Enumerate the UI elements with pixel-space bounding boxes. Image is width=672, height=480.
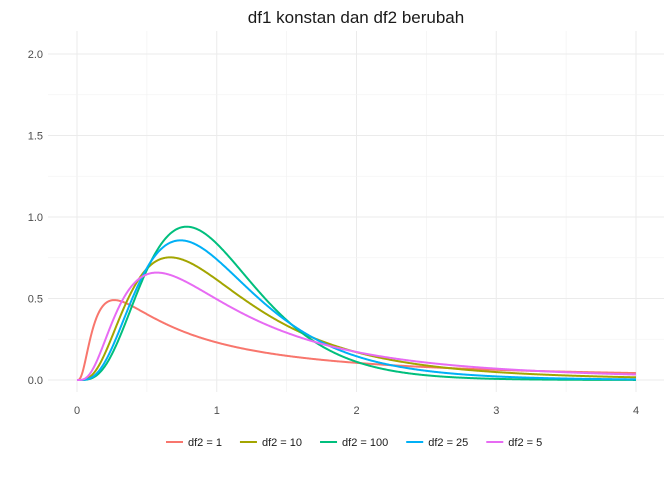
series-layer xyxy=(76,225,637,381)
legend-item: df2 = 5 xyxy=(486,437,542,449)
x-tick-label: 3 xyxy=(493,405,499,417)
y-tick-label: 0.5 xyxy=(28,294,43,306)
x-tick-label: 0 xyxy=(74,405,80,417)
legend-item: df2 = 25 xyxy=(406,437,468,449)
legend-item: df2 = 100 xyxy=(320,437,388,449)
axes: 0 1 2 3 4 0.0 0.5 1.0 1.5 2.0 xyxy=(28,49,639,417)
legend-item: df2 = 10 xyxy=(239,437,302,449)
series-line-5 xyxy=(76,271,637,381)
legend: df2 = 1 df2 = 10 df2 = 100 df2 = 25 df2 = 5 xyxy=(166,437,542,449)
y-tick-label: 0.0 xyxy=(28,375,43,387)
series-line-25 xyxy=(76,239,637,381)
legend-label: df2 = 5 xyxy=(508,437,542,449)
series-line-100 xyxy=(76,225,637,381)
legend-label: df2 = 100 xyxy=(342,437,388,449)
legend-label: df2 = 25 xyxy=(428,437,468,449)
grid xyxy=(48,31,664,392)
x-tick-label: 4 xyxy=(633,405,639,417)
legend-label: df2 = 10 xyxy=(262,437,302,449)
x-tick-label: 2 xyxy=(353,405,359,417)
legend-label: df2 = 1 xyxy=(188,437,222,449)
legend-item: df2 = 1 xyxy=(166,437,222,449)
x-tick-label: 1 xyxy=(214,405,220,417)
y-tick-label: 1.5 xyxy=(28,131,43,143)
y-tick-label: 2.0 xyxy=(28,49,43,61)
y-tick-label: 1.0 xyxy=(28,212,43,224)
chart-title: df1 konstan dan df2 berubah xyxy=(248,8,464,27)
